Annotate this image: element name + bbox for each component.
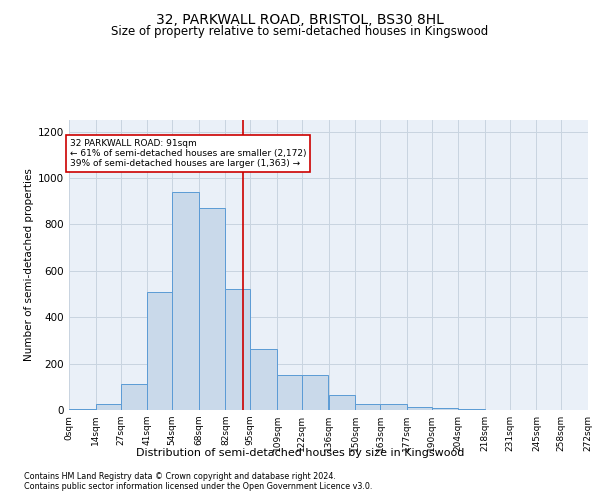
- Bar: [431, 408, 458, 410]
- Bar: [226, 290, 250, 410]
- Bar: [250, 348, 277, 410]
- Bar: [277, 375, 302, 410]
- Bar: [302, 375, 329, 410]
- Bar: [380, 404, 407, 410]
- Bar: [407, 406, 431, 410]
- Text: Contains HM Land Registry data © Crown copyright and database right 2024.: Contains HM Land Registry data © Crown c…: [24, 472, 336, 481]
- Text: 32 PARKWALL ROAD: 91sqm
← 61% of semi-detached houses are smaller (2,172)
39% of: 32 PARKWALL ROAD: 91sqm ← 61% of semi-de…: [70, 138, 307, 168]
- Text: 32, PARKWALL ROAD, BRISTOL, BS30 8HL: 32, PARKWALL ROAD, BRISTOL, BS30 8HL: [156, 12, 444, 26]
- Bar: [172, 192, 199, 410]
- Bar: [329, 395, 355, 410]
- Text: Contains public sector information licensed under the Open Government Licence v3: Contains public sector information licen…: [24, 482, 373, 491]
- Bar: [121, 384, 147, 410]
- Bar: [69, 409, 96, 410]
- Bar: [355, 404, 380, 410]
- Bar: [147, 292, 172, 410]
- Text: Size of property relative to semi-detached houses in Kingswood: Size of property relative to semi-detach…: [112, 25, 488, 38]
- Bar: [458, 409, 485, 410]
- Y-axis label: Number of semi-detached properties: Number of semi-detached properties: [24, 168, 34, 362]
- Bar: [199, 208, 226, 410]
- Bar: [96, 404, 121, 410]
- Text: Distribution of semi-detached houses by size in Kingswood: Distribution of semi-detached houses by …: [136, 448, 464, 458]
